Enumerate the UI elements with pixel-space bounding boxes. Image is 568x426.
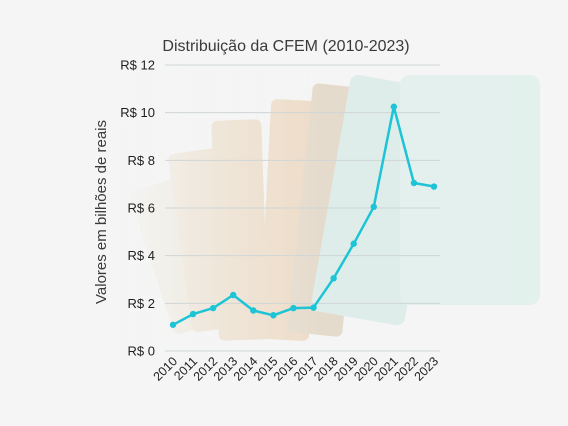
y-tick-label: R$ 12 [120, 58, 155, 73]
data-point [270, 312, 277, 319]
data-point [250, 307, 257, 314]
banknote-background [120, 60, 540, 360]
data-point [310, 304, 317, 311]
x-tick-label: 2023 [412, 354, 442, 384]
data-point [230, 291, 237, 299]
data-point [169, 321, 177, 328]
data-point [370, 203, 377, 211]
data-point [189, 310, 197, 318]
data-point [330, 275, 337, 282]
data-point [390, 103, 398, 110]
y-tick-label: R$ 10 [120, 105, 155, 120]
data-point [350, 240, 357, 247]
series-group [169, 103, 438, 328]
y-axis-ticks: R$ 0 R$ 2 R$ 4 R$ 6 R$ 8 R$ 10 R$ 12 [120, 58, 155, 359]
y-axis-label: Valores em bilhões de reais [93, 120, 110, 304]
y-tick-label: R$ 6 [128, 201, 155, 216]
y-tick-label: R$ 8 [128, 153, 155, 168]
data-point [410, 179, 418, 187]
data-point [209, 304, 217, 312]
data-point [290, 304, 297, 312]
y-tick-label: R$ 2 [128, 296, 155, 311]
y-tick-label: R$ 4 [128, 248, 155, 263]
chart-title: Distribuição da CFEM (2010-2023) [162, 38, 409, 55]
y-tick-label: R$ 0 [128, 344, 155, 359]
series-line [172, 105, 435, 326]
data-point [430, 183, 438, 190]
